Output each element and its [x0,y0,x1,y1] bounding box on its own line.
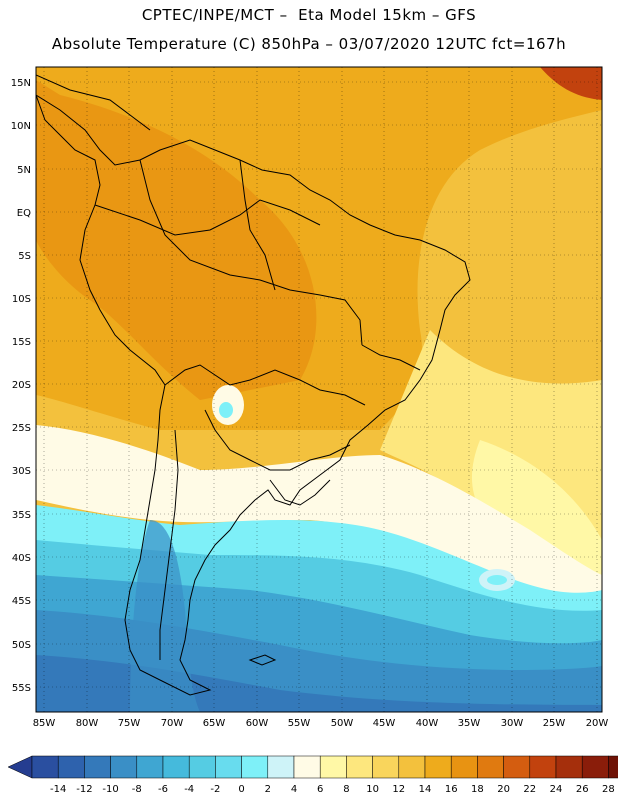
lat-label: 5N [17,165,31,176]
colorbar-swatch [319,755,347,779]
lon-label: 40W [416,718,439,729]
color-legend: -14 -12 -10 -8 -6 -4 -2 0 2 4 6 8 10 12 14 16 18 20 22 24 26… [7,755,618,795]
colorbar-swatch [555,755,583,779]
lat-label: 10N [11,121,31,132]
colorbar-tick-label: 6 [317,784,323,795]
colorbar-swatch [188,755,216,779]
lon-label: 55W [288,718,311,729]
temperature-map: 15N 10N 5N EQ 5S 10S 15S 20S 25S 30S 35S… [11,66,609,729]
lon-label: 45W [373,718,396,729]
colorbar-tick-label: -8 [132,784,142,795]
lat-label: 55S [12,683,31,694]
colorbar-tick-label: 26 [576,784,589,795]
colorbar-tick-label: 20 [497,784,510,795]
lon-label: 85W [33,718,56,729]
colorbar-swatch [110,755,138,779]
lat-label: 45S [12,596,31,607]
lon-label: 80W [76,718,99,729]
map-frame [35,66,603,713]
lat-label: 5S [18,251,31,262]
colorbar-swatch [267,755,295,779]
lat-label: 15N [11,78,31,89]
lat-label: 20S [12,380,31,391]
lat-label: 30S [12,466,31,477]
colorbar-under-arrow [7,755,33,779]
colorbar-tick-label: -12 [76,784,92,795]
colorbar-swatch [293,755,321,779]
colorbar-swatch [608,755,618,779]
colorbar-swatch [529,755,557,779]
colorbar-swatch [241,755,269,779]
colorbar-swatch [57,755,85,779]
lon-label: 25W [543,718,566,729]
colorbar-tick-label: 28 [602,784,615,795]
colorbar-swatch [450,755,478,779]
colorbar-swatches [7,755,618,779]
colorbar-swatch [424,755,452,779]
lat-label: 35S [12,510,31,521]
lat-label: 40S [12,553,31,564]
map-title-line2: Absolute Temperature (C) 850hPa – 03/07/… [51,35,567,53]
colorbar-tick-label: 16 [445,784,458,795]
longitude-labels: 85W 80W 75W 70W 65W 60W 55W 50W 45W 40W … [33,718,609,729]
colorbar-tick-label: -4 [184,784,194,795]
colorbar-swatch [84,755,111,779]
colorbar-tick-label: 14 [419,784,432,795]
lat-label: 50S [12,640,31,651]
colorbar-labels: -14 -12 -10 -8 -6 -4 -2 0 2 4 6 8 10 12 14 16 18 20 22 24 26… [50,784,615,795]
colorbar-tick-label: -10 [102,784,118,795]
colorbar-tick-label: -2 [210,784,220,795]
colorbar-swatch [503,755,531,779]
colorbar-tick-label: 2 [265,784,271,795]
coastlines [36,74,471,696]
map-title-line1: CPTEC/INPE/MCT – Eta Model 15km – GFS [141,6,477,24]
colorbar-tick-label: -6 [158,784,168,795]
colorbar-tick-label: 4 [291,784,297,795]
lon-label: 20W [586,718,609,729]
lat-label: 10S [12,294,31,305]
colorbar-swatch [581,755,609,779]
lat-label: 25S [12,423,31,434]
colorbar-swatch [162,755,190,779]
lon-label: 50W [331,718,354,729]
colorbar-swatch [477,755,504,779]
latitude-labels: 15N 10N 5N EQ 5S 10S 15S 20S 25S 30S 35S… [11,78,31,694]
lon-label: 65W [203,718,226,729]
colorbar-tick-label: 12 [392,784,405,795]
colorbar-tick-label: 10 [366,784,379,795]
colorbar-swatch [215,755,242,779]
lon-label: 70W [161,718,184,729]
colorbar-tick-label: 18 [471,784,484,795]
colorbar-tick-label: 8 [343,784,349,795]
lat-label: EQ [17,208,31,219]
colorbar-tick-label: 22 [523,784,536,795]
colorbar-swatch [398,755,426,779]
colorbar-swatch [136,755,164,779]
lon-label: 60W [246,718,269,729]
lon-label: 75W [118,718,141,729]
colorbar-tick-label: 24 [550,784,563,795]
colorbar-swatch [31,755,59,779]
colorbar-swatch [372,755,400,779]
lat-label: 15S [12,337,31,348]
colorbar-tick-label: 0 [238,784,244,795]
colorbar-tick-label: -14 [50,784,66,795]
lon-label: 30W [501,718,524,729]
colorbar-swatch [346,755,373,779]
lon-label: 35W [458,718,481,729]
